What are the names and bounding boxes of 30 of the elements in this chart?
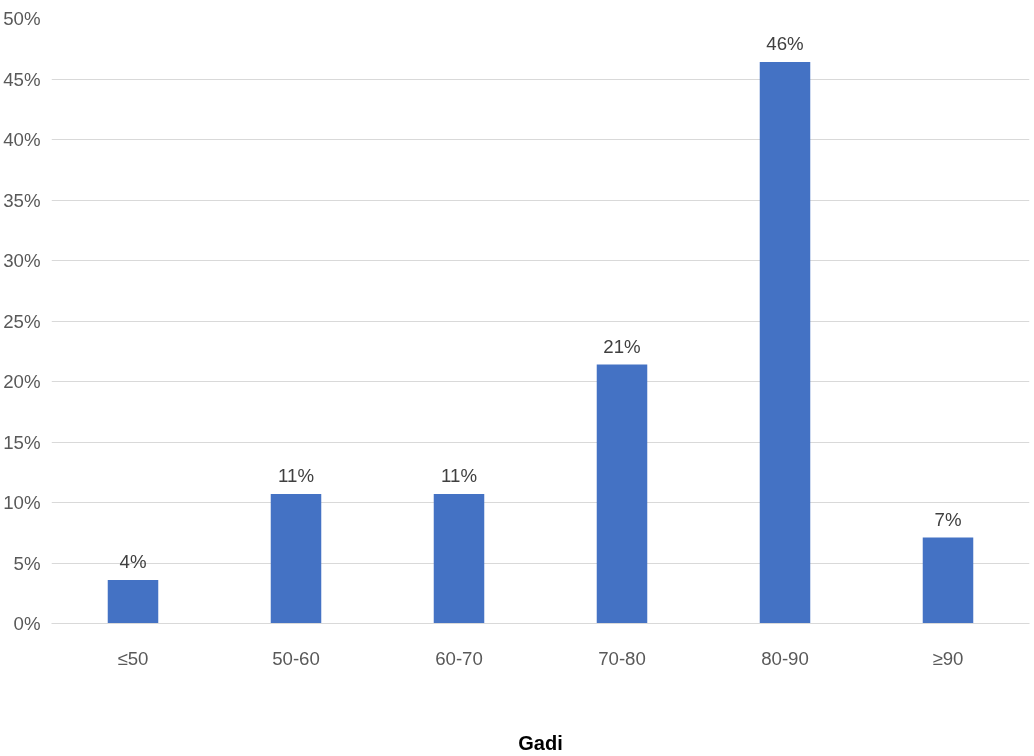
y-tick-label: 0% — [13, 613, 41, 634]
x-tick-label: 70-80 — [598, 647, 646, 669]
y-tick-label: 35% — [3, 189, 41, 211]
bar — [270, 494, 322, 624]
data-label: 46% — [766, 33, 804, 55]
data-label: 11% — [441, 465, 477, 487]
y-tick-label: 50% — [3, 8, 41, 29]
x-tick-label: 80-90 — [761, 647, 809, 669]
bar — [922, 537, 974, 624]
bar — [433, 494, 485, 624]
y-tick-label: 20% — [3, 371, 41, 392]
y-tick-label: 45% — [3, 68, 41, 90]
x-tick-label: 60-70 — [435, 647, 483, 669]
x-tick-label: 50-60 — [272, 647, 320, 669]
y-tick-label: 30% — [3, 250, 41, 271]
x-tick-label: ≤50 — [117, 647, 149, 669]
y-tick-label: 5% — [13, 552, 41, 574]
x-tick-label: ≥90 — [932, 647, 964, 669]
data-label: 11% — [278, 465, 314, 487]
bar — [107, 579, 159, 624]
bar — [596, 364, 648, 624]
data-label: 21% — [603, 335, 641, 357]
y-tick-label: 10% — [3, 492, 41, 513]
x-axis-title: Gadi — [518, 731, 563, 754]
data-label: 7% — [934, 508, 962, 530]
y-tick-label: 40% — [3, 129, 41, 150]
y-tick-label: 15% — [3, 431, 41, 453]
data-label: 4% — [119, 550, 147, 572]
bar — [759, 62, 811, 624]
y-tick-label: 25% — [3, 310, 41, 332]
